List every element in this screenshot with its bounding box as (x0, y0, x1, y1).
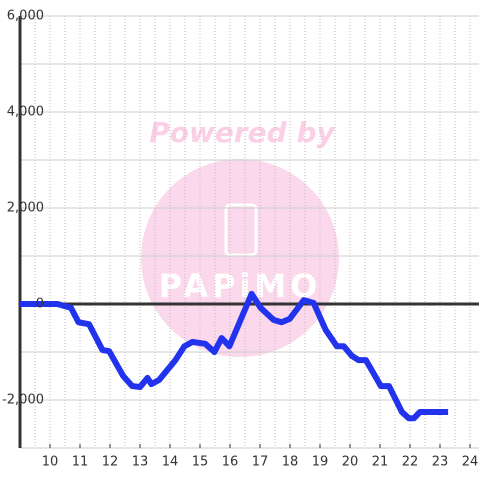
x-tick-label: 21 (372, 455, 389, 470)
x-tick-label: 11 (72, 455, 89, 470)
y-tick-label: 4,000 (7, 105, 44, 120)
grid (18, 15, 479, 449)
x-tick-label: 24 (462, 455, 479, 470)
plot (20, 290, 449, 422)
x-tick-label: 17 (252, 455, 269, 470)
x-tick-label: 10 (42, 455, 59, 470)
x-tick-label: 16 (222, 455, 239, 470)
y-tick-label: 6,000 (7, 9, 44, 24)
x-tick-label: 23 (432, 455, 449, 470)
watermark-phone (224, 203, 258, 257)
x-tick-label: 20 (342, 455, 359, 470)
x-tick-label: 12 (102, 455, 119, 470)
watermark-text: Powered by (149, 116, 336, 149)
x-tick-label: 13 (132, 455, 149, 470)
x-tick-label: 18 (282, 455, 299, 470)
x-tick-label: 15 (192, 455, 209, 470)
watermark-logo: PAPiMO (159, 267, 322, 305)
x-tick-label: 14 (162, 455, 179, 470)
y-tick-label: 2,000 (7, 201, 44, 216)
line (20, 290, 449, 422)
y-tick-label: -2,000 (2, 393, 44, 408)
y-tick-label: 0 (36, 297, 44, 312)
x-tick-label: 22 (402, 455, 419, 470)
x-tick-label: 19 (312, 455, 329, 470)
